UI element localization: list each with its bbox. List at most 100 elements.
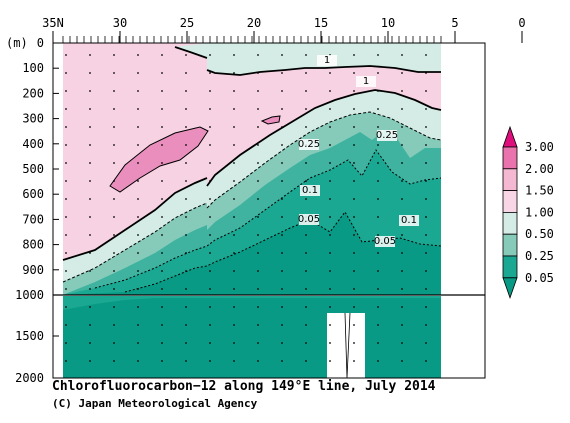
sample-dot bbox=[425, 144, 427, 146]
sample-dot bbox=[377, 360, 379, 362]
sample-dot bbox=[377, 324, 379, 326]
sample-dot bbox=[401, 162, 403, 164]
sample-dot bbox=[257, 270, 259, 272]
x-tick-label: 5 bbox=[451, 16, 458, 30]
sample-dot bbox=[281, 306, 283, 308]
sample-dot bbox=[377, 342, 379, 344]
sample-dot bbox=[161, 360, 163, 362]
sample-dot bbox=[233, 108, 235, 110]
sample-dot bbox=[281, 162, 283, 164]
sample-dot bbox=[401, 360, 403, 362]
sample-dot bbox=[185, 360, 187, 362]
sample-dot bbox=[65, 342, 67, 344]
sample-dot bbox=[161, 288, 163, 290]
y-tick-label: 1000 bbox=[15, 288, 44, 302]
sample-dot bbox=[329, 270, 331, 272]
sample-dot bbox=[137, 108, 139, 110]
sample-dot bbox=[353, 270, 355, 272]
sample-dot bbox=[257, 288, 259, 290]
sample-dot bbox=[209, 126, 211, 128]
sample-dot bbox=[281, 72, 283, 74]
sample-dot bbox=[161, 126, 163, 128]
region-pink-mid-blob bbox=[109, 126, 209, 193]
sample-dot bbox=[353, 252, 355, 254]
sample-dot bbox=[137, 270, 139, 272]
sample-dot bbox=[353, 162, 355, 164]
colorbar-level-label: 3.00 bbox=[525, 140, 554, 154]
colorbar-level-label: 1.00 bbox=[525, 205, 554, 219]
sample-dot bbox=[305, 180, 307, 182]
sample-dot bbox=[161, 342, 163, 344]
sample-dot bbox=[305, 360, 307, 362]
sample-dot bbox=[401, 72, 403, 74]
sample-dot bbox=[185, 144, 187, 146]
sample-dot bbox=[425, 216, 427, 218]
sample-dot bbox=[113, 360, 115, 362]
contour-label-bg bbox=[299, 139, 319, 150]
sample-dot bbox=[425, 108, 427, 110]
sample-dot bbox=[161, 162, 163, 164]
contour-label-bg bbox=[317, 55, 337, 66]
contour-label: 0.05 bbox=[298, 214, 320, 225]
sample-dot bbox=[113, 252, 115, 254]
y-tick-label: 500 bbox=[22, 162, 44, 176]
sample-dot bbox=[185, 198, 187, 200]
sample-dot bbox=[161, 180, 163, 182]
sample-dot bbox=[233, 360, 235, 362]
sample-dot bbox=[329, 72, 331, 74]
sample-dot bbox=[137, 216, 139, 218]
lower-panel bbox=[63, 296, 441, 379]
sample-dot bbox=[305, 162, 307, 164]
sample-dot bbox=[329, 324, 331, 326]
sample-dot bbox=[89, 180, 91, 182]
sample-dot bbox=[401, 198, 403, 200]
sample-dot bbox=[161, 198, 163, 200]
sample-dot bbox=[425, 126, 427, 128]
sample-dot bbox=[185, 126, 187, 128]
sample-dot bbox=[281, 270, 283, 272]
region-teal-deep bbox=[63, 212, 441, 295]
sample-dot bbox=[209, 306, 211, 308]
sample-dot bbox=[233, 72, 235, 74]
contour-0-5 bbox=[62, 111, 442, 283]
sample-dot bbox=[305, 126, 307, 128]
sample-dot bbox=[257, 180, 259, 182]
sample-dot bbox=[185, 108, 187, 110]
sample-dot bbox=[353, 324, 355, 326]
sample-dot bbox=[113, 90, 115, 92]
sample-dot bbox=[329, 162, 331, 164]
sample-dot bbox=[89, 324, 91, 326]
sample-dot bbox=[377, 234, 379, 236]
sample-dot bbox=[161, 324, 163, 326]
sample-dot bbox=[233, 216, 235, 218]
sample-dot bbox=[353, 288, 355, 290]
sample-dot bbox=[329, 144, 331, 146]
contour-labels: 1 1 0.25 0.25 0.1 0.1 0.05 0.05 bbox=[298, 55, 419, 247]
sample-dot bbox=[257, 54, 259, 56]
sample-dot bbox=[89, 270, 91, 272]
sample-dot bbox=[89, 342, 91, 344]
sample-dot bbox=[353, 90, 355, 92]
sample-dot bbox=[425, 90, 427, 92]
sample-dot bbox=[329, 108, 331, 110]
sample-dot bbox=[305, 108, 307, 110]
sample-dot bbox=[281, 360, 283, 362]
sample-dot bbox=[233, 126, 235, 128]
chart-title: Chlorofluorocarbon−12 along 149°E line, … bbox=[52, 379, 436, 394]
sample-dot bbox=[377, 198, 379, 200]
contour-label-bg bbox=[356, 76, 376, 87]
sample-dot bbox=[89, 234, 91, 236]
sample-dot bbox=[65, 324, 67, 326]
sample-dot bbox=[353, 108, 355, 110]
contour-lines bbox=[62, 46, 442, 293]
x-tick-label: 20 bbox=[247, 16, 261, 30]
sample-dot bbox=[401, 324, 403, 326]
sample-dot bbox=[65, 252, 67, 254]
sample-dot bbox=[209, 162, 211, 164]
sample-dot bbox=[209, 180, 211, 182]
colorbar-bottom-arrow bbox=[502, 277, 518, 300]
sample-dot bbox=[257, 360, 259, 362]
sample-dot bbox=[401, 108, 403, 110]
sample-dot bbox=[305, 342, 307, 344]
sample-dot bbox=[401, 306, 403, 308]
